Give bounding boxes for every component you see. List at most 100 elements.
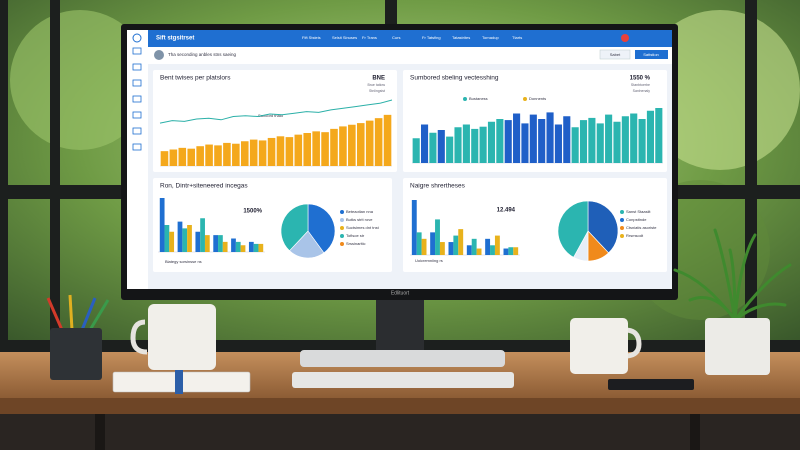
- bar: [258, 243, 264, 252]
- bar: [487, 121, 496, 163]
- bar: [503, 248, 509, 255]
- keyboard: [292, 372, 514, 388]
- bar: [429, 132, 437, 163]
- bar: [430, 232, 436, 255]
- legend-swatch: [340, 234, 344, 238]
- legend-label: Donnents: [529, 96, 546, 101]
- app-title: Sift stgsitrset: [156, 36, 194, 42]
- bar: [249, 139, 258, 166]
- bar: [494, 235, 500, 255]
- nav-item: Selsit Sinuses: [332, 35, 357, 40]
- bar: [490, 245, 495, 255]
- legend-label: Sanst Staasiit: [626, 209, 651, 214]
- phone: [608, 379, 694, 390]
- bar: [453, 235, 459, 255]
- legend-label: Rrsmsodt: [626, 233, 644, 238]
- bar: [513, 113, 521, 163]
- bar: [458, 229, 464, 255]
- nav-item: Ttarts: [512, 35, 522, 40]
- legend-swatch: [463, 97, 467, 101]
- bar: [437, 130, 445, 163]
- bar: [321, 132, 329, 166]
- panel-footer: Uoicremniing rs: [415, 258, 443, 263]
- bar: [348, 124, 356, 166]
- bar: [546, 112, 554, 163]
- bar: [365, 120, 374, 166]
- bar: [630, 113, 638, 163]
- floor: [0, 414, 800, 450]
- bar: [513, 247, 519, 255]
- bar: [613, 121, 621, 163]
- panel-note: Stanbtoerbe: [631, 83, 650, 87]
- bar: [205, 144, 213, 166]
- panel-stat: 1500%: [243, 209, 262, 215]
- bar: [471, 128, 479, 163]
- search-text[interactable]: Tha seconding anbles stns saeing: [168, 52, 237, 57]
- bar: [588, 117, 596, 163]
- bar: [471, 238, 477, 255]
- panel: Naigre shrertheses 12.494 Uoicremniing rs S…: [403, 178, 667, 272]
- bar: [240, 141, 249, 166]
- bar: [538, 119, 546, 163]
- legend-swatch: [340, 218, 344, 222]
- bar: [646, 110, 655, 163]
- nav-item: Tornadup: [482, 35, 499, 40]
- bar: [479, 126, 487, 163]
- bar: [504, 120, 512, 163]
- bar: [496, 119, 504, 163]
- legend-swatch: [620, 234, 624, 238]
- panel: Sumbored sbeling vectesshing 1550 %Stanbt…: [403, 70, 667, 172]
- bar: [200, 218, 205, 252]
- bar: [177, 221, 183, 252]
- bar: [160, 151, 169, 166]
- bar: [435, 219, 440, 255]
- bar: [187, 225, 192, 252]
- bar: [605, 114, 613, 163]
- bar: [446, 136, 454, 163]
- sub-header: [148, 47, 672, 64]
- bar: [339, 126, 347, 166]
- bar: [169, 231, 175, 252]
- bar: [554, 124, 562, 163]
- legend-label: Srssinaritic: [346, 241, 366, 246]
- bar: [178, 147, 187, 166]
- button[interactable]: [599, 49, 631, 60]
- foliage: [640, 10, 800, 170]
- bar: [204, 235, 210, 252]
- panel-title: Naigre shrertheses: [410, 183, 466, 190]
- line: [159, 99, 393, 124]
- bar: [187, 148, 196, 166]
- bar: [248, 241, 254, 252]
- button-label[interactable]: Sabet: [610, 52, 621, 57]
- panel-note: Brue tatiow: [367, 83, 385, 87]
- legend-swatch: [620, 210, 624, 214]
- bar: [571, 127, 579, 163]
- bar: [638, 119, 646, 163]
- pie-slice: [557, 200, 589, 258]
- monitor-neck: [376, 296, 424, 354]
- bar: [579, 120, 588, 163]
- panel-stat: BNE: [372, 76, 385, 82]
- button-label[interactable]: Sattstion: [643, 52, 659, 57]
- bar: [232, 143, 240, 166]
- nav-item: Curs: [392, 35, 400, 40]
- pie-slice: [307, 203, 336, 254]
- legend-label: Beteaotian nna: [346, 209, 374, 214]
- notebook: [112, 370, 251, 394]
- legend-swatch: [340, 210, 344, 214]
- notification: [621, 34, 629, 42]
- bar: [169, 149, 178, 166]
- logo: [132, 33, 142, 43]
- button[interactable]: [635, 50, 668, 59]
- desk-leg: [95, 414, 105, 450]
- bar: [529, 114, 537, 163]
- panel-note: Stnlingsist: [369, 89, 385, 93]
- bar: [563, 116, 571, 163]
- avatar: [154, 50, 164, 60]
- bar: [159, 198, 165, 252]
- bar: [621, 116, 629, 163]
- bar: [421, 238, 427, 255]
- pencil-cup: [46, 294, 110, 380]
